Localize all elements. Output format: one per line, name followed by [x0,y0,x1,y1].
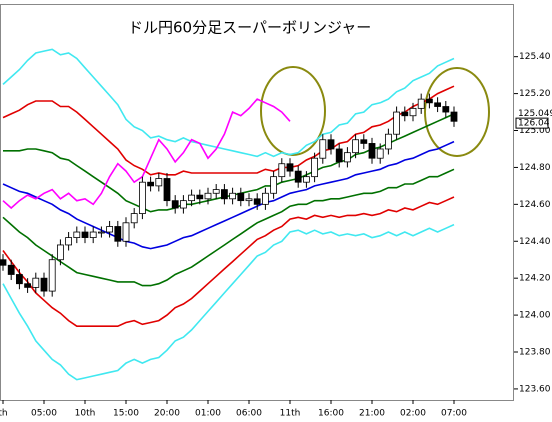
candle-body [73,231,81,238]
y-tick-label: 124.20 [519,274,551,284]
candle-body [434,102,442,107]
candle-body [327,139,335,150]
candle-body [393,111,401,135]
band-line [2,85,455,176]
highlight-circle [424,67,490,157]
candle-body [65,237,72,246]
candle-body [302,176,310,183]
x-tick-label: 20:00 [154,409,180,419]
x-tick-label: th [0,409,8,419]
x-tick-label: 15:00 [113,409,139,419]
candle-body [286,163,294,172]
candle-body [278,163,286,178]
candle-body [384,133,392,150]
candle-body [163,178,171,202]
candle-body [24,283,32,288]
candle-body [48,259,56,292]
candle-body [171,200,179,209]
candle-body [81,231,89,238]
candle-body [237,192,245,202]
candle-body [130,213,138,224]
y-tick-label: 124.60 [519,200,551,210]
candle-body [376,148,384,159]
candle-body [32,277,40,288]
candle-body [89,231,97,238]
candle-body [360,139,368,144]
candle-body [442,106,450,113]
y-tick-label: 124.40 [519,237,551,247]
candle-body [220,189,228,200]
x-tick-label: 16:00 [318,409,344,419]
y-tick-label: 125.40 [519,52,551,62]
candle-body [425,98,433,104]
candle-body [229,192,237,200]
x-tick-label: 11th [280,409,301,419]
band-line [2,98,291,210]
y-tick-label: 123.60 [519,384,551,394]
x-tick-label: 06:00 [236,409,262,419]
band-line [2,140,455,250]
price-label: 125.049 [518,109,552,119]
candle-body [253,198,261,205]
candle-body [319,139,327,159]
candle-body [147,181,155,187]
band-line [3,113,455,213]
candle-body [7,264,15,275]
candle-body [106,226,113,233]
candle-body [343,152,351,163]
candle-body [212,189,220,194]
y-tick-label: 125.20 [519,89,551,99]
y-tick-label: 125.00 [519,126,551,136]
candle-body [409,107,417,117]
highlight-circle [260,66,326,156]
candle-body [417,98,425,109]
price-box [515,117,549,129]
x-tick-label: 05:00 [31,409,57,419]
x-tick-label: 02:00 [400,409,426,419]
candle-body [179,200,187,209]
candle-body [114,226,122,242]
candle-body [294,170,302,183]
x-tick-label: 10th [75,409,96,419]
band-line [2,223,455,381]
candle-body [204,192,212,200]
x-tick-label: 21:00 [359,409,385,419]
band-line [2,48,455,158]
candle-body [450,111,458,122]
y-tick-label: 124.80 [519,163,551,173]
candle-body [98,231,105,234]
candle-body [155,178,163,187]
candle-body [352,139,360,154]
x-tick-label: 01:00 [195,409,221,419]
candle-body [245,198,253,202]
band-line [2,168,455,287]
candle-body [138,181,146,214]
candle-body [261,192,269,205]
plot-frame [0,4,514,401]
candle-body [15,274,23,285]
y-tick-label: 124.00 [519,311,551,321]
band-line [2,196,455,327]
candle-body [335,148,343,163]
candle-body [0,259,7,266]
candle-body [368,143,376,159]
candle-body [196,194,204,200]
price-label: 126.04 [518,119,550,129]
candle-body [270,176,278,194]
candle-body [40,277,48,292]
chart-title: ドル円60分足スーパーボリンジャー [128,19,371,37]
y-tick-label: 123.80 [519,348,551,358]
candle-body [401,111,409,117]
candle-body [311,157,319,178]
x-tick-label: 07:00 [441,409,467,419]
candle-body [188,194,196,202]
candle-body [122,222,130,242]
candle-body [57,244,64,261]
